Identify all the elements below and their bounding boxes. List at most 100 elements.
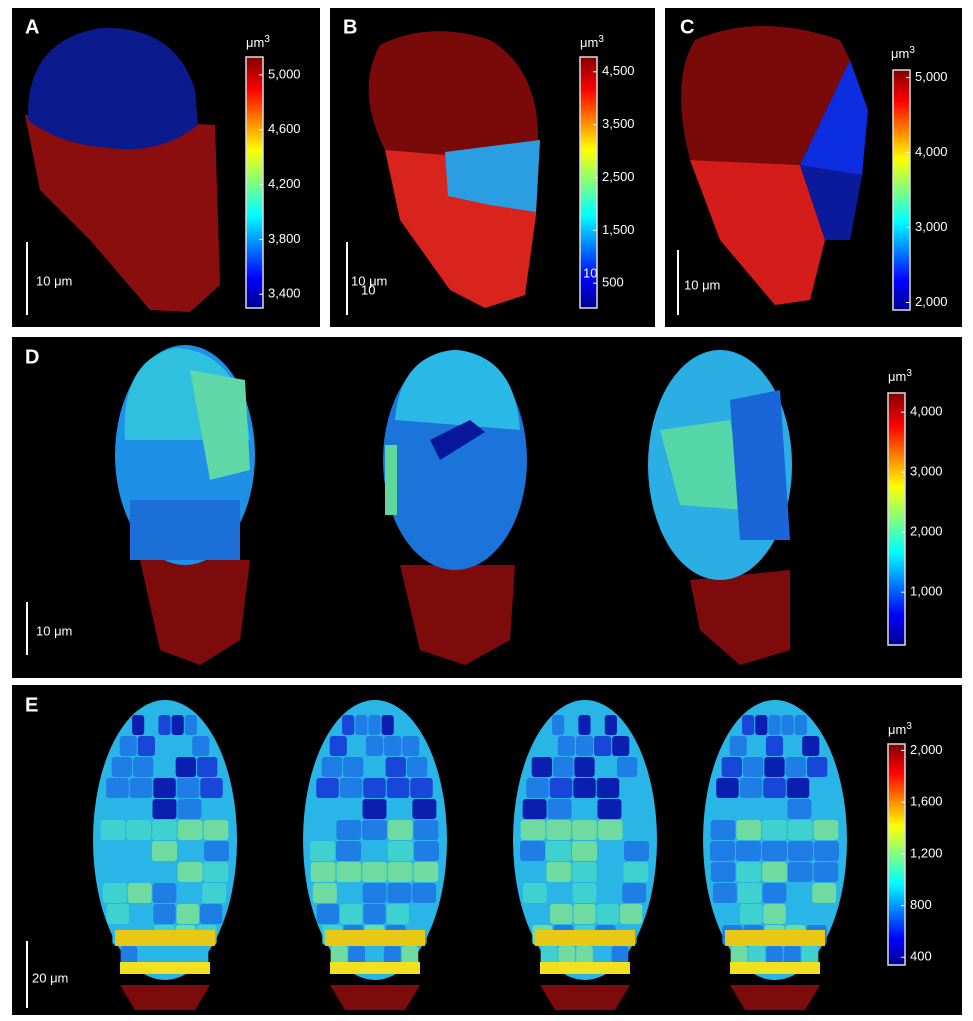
- cell: [101, 820, 126, 840]
- cell: [612, 736, 629, 756]
- colorbar-tick-label: 3,400: [268, 286, 301, 301]
- cell: [412, 799, 436, 819]
- cell: [807, 757, 827, 777]
- cell: [605, 715, 617, 735]
- cell: [748, 736, 765, 756]
- colorbar-tick-label: 2,500: [602, 169, 635, 184]
- cell: [788, 841, 813, 861]
- cell: [202, 799, 226, 819]
- cell: [204, 841, 229, 861]
- panel-label: D: [25, 346, 39, 368]
- cell: [738, 799, 762, 819]
- cell-band: [725, 930, 825, 946]
- cell: [814, 841, 839, 861]
- cell-band: [330, 962, 420, 974]
- cell: [573, 883, 597, 903]
- panel-label: B: [343, 16, 357, 38]
- cell: [523, 799, 547, 819]
- colorbar-tick-label: 2,000: [910, 742, 943, 757]
- cell: [362, 841, 387, 861]
- colorbar-tick-label: 400: [910, 949, 932, 964]
- cell: [598, 841, 623, 861]
- overlap-text: 10: [361, 282, 375, 297]
- cell: [787, 904, 809, 924]
- cell: [197, 757, 217, 777]
- cell: [546, 820, 571, 840]
- cell: [572, 841, 597, 861]
- scale-bar-label: 10 μm: [36, 273, 72, 288]
- cell: [573, 799, 597, 819]
- cell: [106, 778, 129, 798]
- colorbar-tick-label: 4,000: [915, 144, 948, 159]
- colorbar-tick-label: 800: [910, 897, 932, 912]
- cell: [386, 757, 406, 777]
- colorbar-tick-label: 1,600: [910, 794, 943, 809]
- unit: μm: [888, 722, 906, 737]
- cell: [336, 820, 361, 840]
- colorbar: [893, 70, 910, 310]
- cell: [382, 715, 394, 735]
- cell: [565, 715, 577, 735]
- cell: [736, 820, 761, 840]
- cell: [388, 862, 413, 882]
- cell: [126, 841, 151, 861]
- cell: [100, 841, 125, 861]
- cell: [310, 841, 335, 861]
- figure: Aμm35,0004,6004,2003,8003,40010 μmBμm34,…: [0, 0, 973, 1021]
- cell: [387, 904, 409, 924]
- colorbar-tick-label: 3,800: [268, 231, 301, 246]
- cell: [713, 883, 737, 903]
- cell: [387, 799, 411, 819]
- cell: [317, 904, 339, 924]
- cell: [810, 904, 832, 924]
- cell: [153, 904, 175, 924]
- cell: [558, 736, 575, 756]
- cell: [412, 883, 436, 903]
- cell: [145, 715, 157, 735]
- cell: [766, 736, 783, 756]
- cell: [711, 862, 736, 882]
- cell-band: [115, 930, 215, 946]
- cell: [755, 715, 767, 735]
- colorbar-tick-label: 4,600: [268, 121, 301, 136]
- cell: [521, 862, 546, 882]
- cell: [130, 904, 152, 924]
- cell: [810, 778, 833, 798]
- cell: [363, 799, 387, 819]
- cell: [548, 799, 572, 819]
- colorbar-tick-label: 3,000: [915, 219, 948, 234]
- cell: [617, 757, 637, 777]
- cell: [366, 736, 383, 756]
- cell: [730, 736, 747, 756]
- cell: [414, 841, 439, 861]
- cell: [174, 736, 191, 756]
- cell: [622, 883, 646, 903]
- cell: [710, 841, 735, 861]
- cell: [711, 820, 736, 840]
- cell: [763, 799, 787, 819]
- cell: [573, 904, 595, 924]
- cell: [764, 757, 784, 777]
- cell: [546, 841, 571, 861]
- colorbar-tick-label: 2,000: [910, 524, 943, 539]
- cell: [624, 862, 649, 882]
- cell-band: [120, 962, 210, 974]
- cell: [355, 715, 367, 735]
- cell: [178, 862, 203, 882]
- cell: [120, 736, 137, 756]
- colorbar: [246, 57, 263, 308]
- cell: [311, 820, 336, 840]
- colorbar-tick-label: 2,000: [915, 294, 948, 309]
- colorbar-tick-label: 4,200: [268, 176, 301, 191]
- cell: [716, 778, 739, 798]
- cell: [736, 862, 761, 882]
- cell: [153, 883, 177, 903]
- cell: [402, 736, 419, 756]
- cell: [597, 883, 621, 903]
- unit: μm: [888, 369, 906, 384]
- cell: [154, 757, 174, 777]
- cell: [202, 883, 226, 903]
- cell: [177, 799, 201, 819]
- cell: [363, 883, 387, 903]
- cell: [622, 799, 646, 819]
